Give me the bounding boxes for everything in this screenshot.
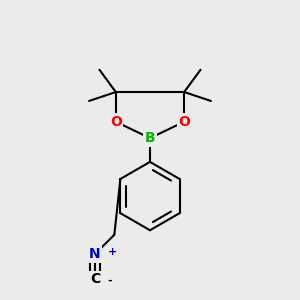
Text: C: C	[90, 272, 100, 286]
Text: B: B	[145, 131, 155, 145]
Text: N: N	[89, 247, 101, 261]
Text: O: O	[110, 115, 122, 129]
Text: -: -	[107, 276, 112, 286]
Text: O: O	[178, 115, 190, 129]
Text: +: +	[107, 247, 117, 257]
